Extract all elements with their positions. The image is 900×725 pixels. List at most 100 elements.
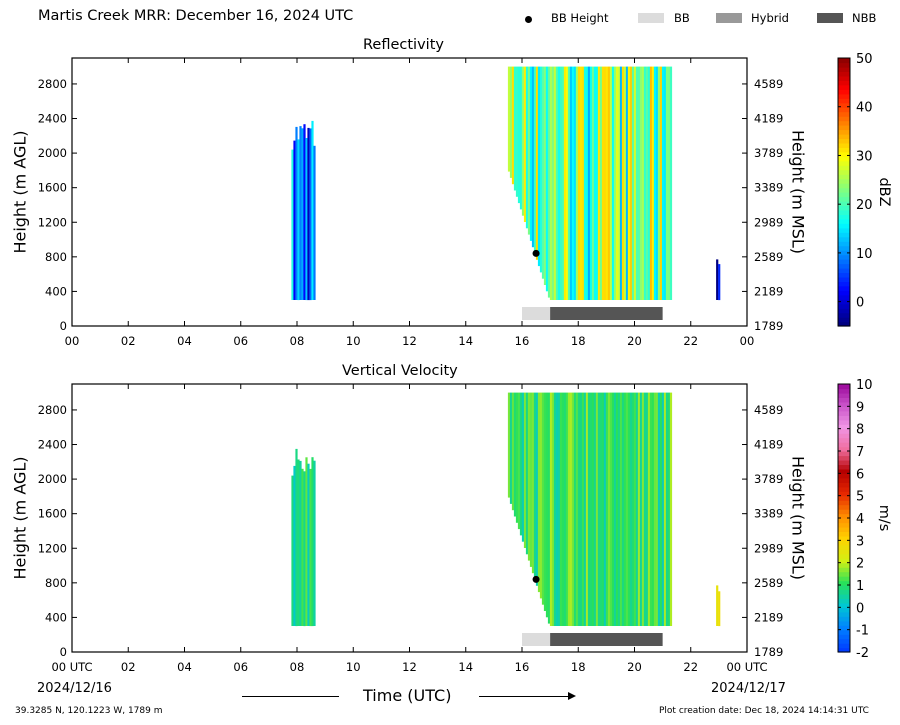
colorbar-tick-label: 4: [856, 512, 864, 527]
precip-column: [669, 392, 673, 626]
precip-column: [659, 66, 663, 300]
colorbar-tick-label: 10: [856, 247, 873, 262]
precip-column: [667, 66, 671, 300]
precip-column: [311, 457, 314, 627]
precip-column: [515, 392, 519, 523]
y-tick-label-right: 2589: [754, 250, 783, 264]
colorbar-segment: [838, 232, 850, 238]
colorbar-tick-label: 8: [856, 423, 864, 438]
colorbar-segment: [838, 620, 850, 626]
precip-column: [531, 392, 535, 574]
precip-column: [521, 66, 525, 216]
colorbar-tick-label: 30: [856, 149, 873, 164]
precip-column: [647, 66, 651, 300]
colorbar-segment: [838, 486, 850, 492]
colorbar-segment: [838, 531, 850, 537]
bb-type-bar: [550, 307, 663, 320]
colorbar-segment: [838, 250, 850, 256]
precip-column: [603, 392, 607, 626]
precip-column: [513, 392, 517, 517]
precip-column: [649, 392, 653, 626]
precip-column: [555, 66, 559, 300]
colorbar-segment: [838, 84, 850, 90]
precip-column: [595, 66, 599, 300]
arrow-right-icon: [568, 692, 576, 700]
colorbar-segment: [838, 647, 850, 653]
colorbar-segment: [838, 245, 850, 251]
precip-column: [541, 392, 545, 605]
precip-column: [641, 66, 645, 300]
precip-column: [557, 66, 561, 300]
precip-column: [623, 392, 627, 626]
precip-column: [309, 128, 312, 301]
precip-column: [643, 392, 647, 626]
precip-column: [309, 468, 312, 627]
precip-column: [567, 66, 571, 300]
legend-label: BB: [674, 11, 690, 25]
precip-column: [313, 145, 316, 300]
precip-column: [585, 392, 589, 626]
colorbar-tick-label: 3: [856, 534, 864, 549]
precip-column: [311, 120, 314, 301]
colorbar-tick-label: 0: [856, 296, 864, 311]
precip-column: [718, 264, 721, 301]
precip-column: [543, 392, 547, 611]
creation-date: Plot creation date: Dec 18, 2024 14:14:3…: [659, 706, 869, 716]
colorbar-segment: [838, 634, 850, 640]
legend-label: BB Height: [551, 11, 609, 25]
colorbar-segment: [838, 607, 850, 613]
y-tick-label-right: 2189: [754, 284, 783, 298]
precip-column: [539, 66, 543, 273]
colorbar-segment: [838, 593, 850, 599]
colorbar-segment: [838, 473, 850, 479]
colorbar-segment: [838, 553, 850, 559]
colorbar-segment: [838, 111, 850, 117]
legend-swatch: [817, 13, 843, 23]
colorbar-segment: [838, 205, 850, 211]
colorbar-segment: [838, 558, 850, 564]
y-tick-label-right: 1789: [754, 645, 783, 659]
x-tick-label: 14: [458, 660, 473, 671]
x-tick-label: 20: [627, 334, 642, 345]
colorbar-segment: [838, 504, 850, 510]
precip-column: [619, 66, 623, 300]
precip-column: [509, 392, 513, 504]
colorbar-segment: [838, 187, 850, 193]
colorbar-segment: [838, 133, 850, 139]
precip-column: [543, 66, 547, 285]
precip-column: [633, 392, 637, 626]
x-tick-label: 22: [683, 660, 698, 671]
precip-column: [565, 66, 569, 300]
colorbar-tick-label: 20: [856, 198, 873, 213]
y-tick-label: 2800: [38, 403, 67, 417]
precip-column: [669, 66, 673, 300]
y-tick-label: 1600: [38, 507, 67, 521]
colorbar-segment: [838, 415, 850, 421]
colorbar-segment: [838, 433, 850, 439]
precip-column: [581, 392, 585, 626]
colorbar-segment: [838, 200, 850, 206]
y-tick-label: 2400: [38, 112, 67, 126]
precip-column: [653, 392, 657, 626]
precip-column: [525, 392, 529, 555]
colorbar-segment: [838, 125, 850, 131]
colorbar-segment: [838, 540, 850, 546]
colorbar-segment: [838, 522, 850, 528]
precip-column: [539, 392, 543, 599]
precip-column: [629, 66, 633, 300]
colorbar-segment: [838, 174, 850, 180]
precip-column: [571, 66, 575, 300]
precip-column: [291, 475, 294, 626]
colorbar-segment: [838, 107, 850, 113]
x-tick-label: 04: [177, 660, 192, 671]
precip-column: [579, 66, 583, 300]
colorbar-segment: [838, 80, 850, 86]
precip-column: [513, 66, 517, 191]
y-tick-label: 2400: [38, 438, 67, 452]
precip-column: [297, 459, 300, 626]
precip-column: [551, 66, 555, 300]
precip-column: [307, 463, 310, 626]
x-tick-label: 08: [290, 334, 305, 345]
precip-column: [611, 392, 615, 626]
